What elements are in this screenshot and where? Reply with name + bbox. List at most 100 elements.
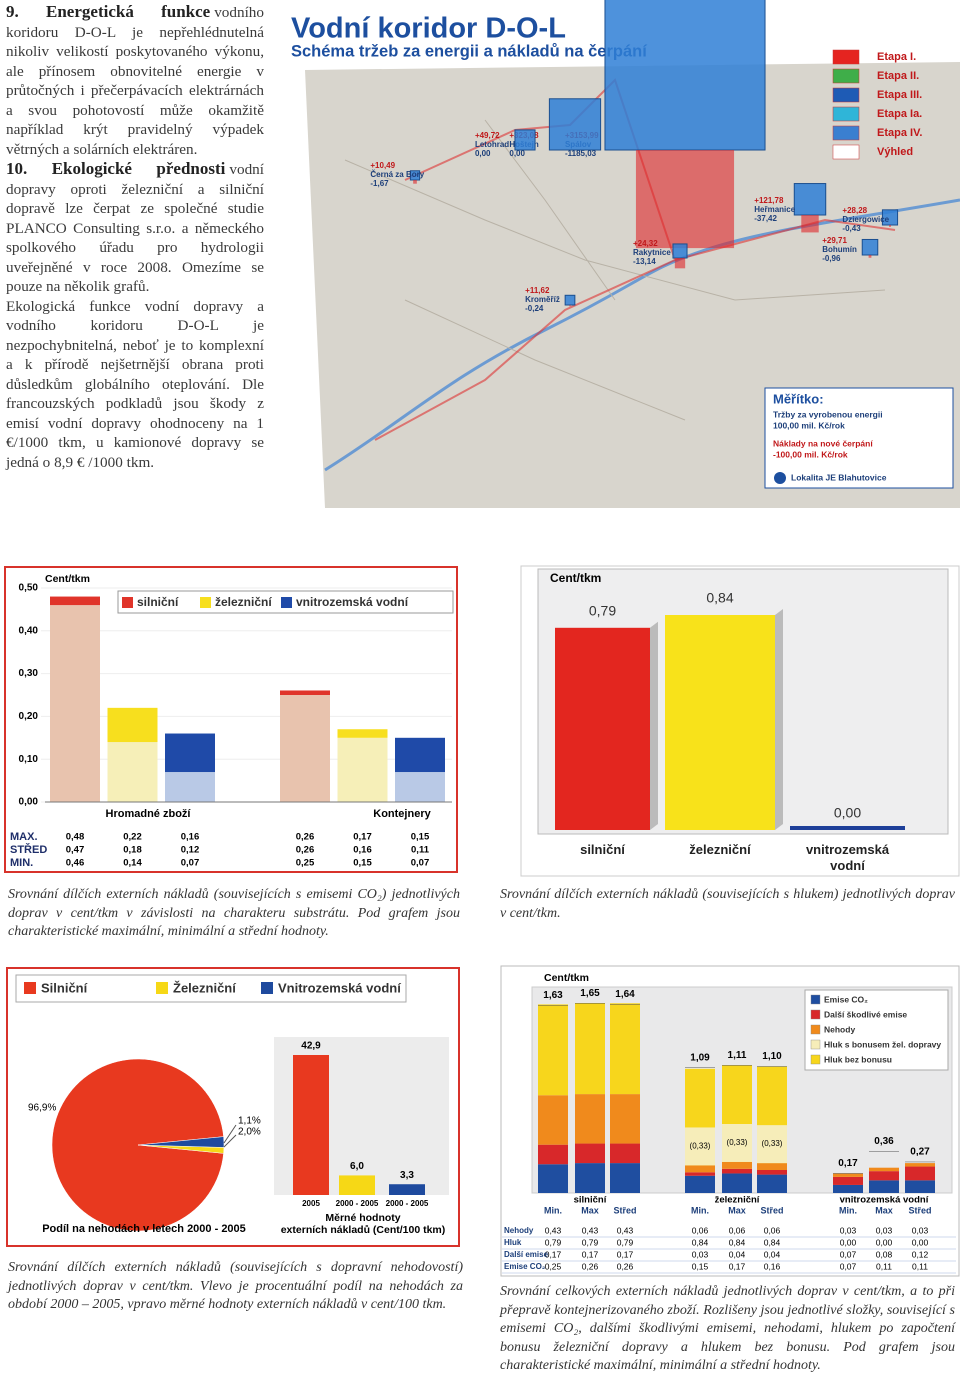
table-value: 0,17: [582, 1249, 599, 1259]
period-label: 2000 - 2005: [386, 1199, 429, 1208]
table-value: 0,79: [545, 1237, 562, 1247]
place-cost: -1,67: [370, 179, 389, 188]
road: [344, 119, 886, 421]
y-tick-label: 0,10: [19, 754, 39, 765]
bar-segment: [610, 1003, 640, 1095]
group-label: vnitrozemská vodní: [840, 1195, 929, 1206]
table-value: 0,46: [66, 858, 85, 869]
place-cost: 0,00: [475, 149, 491, 158]
bar-segment: [685, 1172, 715, 1176]
table-value: 0,16: [353, 845, 372, 856]
bar-segment: [757, 1163, 787, 1170]
column-label: Max: [581, 1205, 599, 1215]
legend-label: Etapa IV.: [877, 127, 922, 139]
table-value: 0,04: [729, 1249, 746, 1259]
base-plate: [790, 826, 905, 830]
table-value: 0,06: [764, 1225, 781, 1235]
total-label: 0,27: [910, 1147, 930, 1158]
table-value: 0,26: [296, 832, 315, 843]
axis-title: Cent/tkm: [544, 972, 589, 984]
column-label: Střed: [908, 1205, 931, 1215]
legend-label: Další škodlivé emise: [824, 1009, 907, 1019]
table-value: 0,17: [545, 1249, 562, 1259]
table-value: 0,00: [912, 1237, 929, 1247]
table-value: 0,00: [840, 1237, 857, 1247]
legend-swatch: [832, 106, 860, 122]
column-label: Min.: [544, 1205, 562, 1215]
legend-label: Etapa III.: [877, 89, 922, 101]
pie-caption: Podíl na nehodách v letech 2000 - 2005: [42, 1223, 246, 1235]
body-text: vodní dopravy oproti železniční a silnič…: [6, 161, 264, 295]
bar-segment: [685, 1175, 715, 1193]
table-value: 0,16: [181, 832, 200, 843]
table-value: 0,17: [729, 1261, 746, 1271]
scale-text: Náklady na nové čerpání: [773, 438, 873, 448]
value-label: 6,0: [350, 1161, 364, 1172]
cost-cube: [801, 215, 819, 233]
table-value: 0,43: [582, 1225, 599, 1235]
bar-segment: [905, 1163, 935, 1167]
legend-label: Hluk s bonusem žel. dopravy: [824, 1039, 941, 1049]
body-text: Ekologická funkce vodní dopravy a vodníh…: [6, 297, 264, 471]
table-value: 0,26: [296, 845, 315, 856]
table-value: 0,04: [764, 1249, 781, 1259]
place-name: Letohrad: [475, 140, 509, 149]
table-value: 0,11: [912, 1261, 928, 1271]
table-value: 0,07: [840, 1261, 857, 1271]
legend-label: železniční: [215, 595, 272, 609]
caption: Srovnání dílčích externích nákladů (souv…: [500, 887, 955, 921]
y-tick-label: 0,00: [19, 797, 39, 808]
revenue-cube: [604, 0, 766, 151]
bar-base: [395, 772, 445, 802]
value-label: 3,3: [400, 1170, 414, 1181]
period-label: 2000 - 2005: [336, 1199, 379, 1208]
table-value: 0,22: [123, 832, 142, 843]
legend-swatch: [810, 1024, 821, 1035]
scale-heading: Měřítko:: [773, 391, 824, 406]
legend-swatch: [832, 49, 860, 65]
table-value: 0,14: [123, 858, 142, 869]
table-value: 0,07: [840, 1249, 857, 1259]
table-value: 0,79: [582, 1237, 599, 1247]
place-revenue: +49,72: [475, 131, 500, 140]
legend-swatch: [810, 994, 821, 1005]
column-label: Střed: [613, 1205, 636, 1215]
x-tick-label: silniční: [580, 842, 625, 857]
bonus-label: (0,33): [727, 1138, 748, 1147]
x-tick-label: železniční: [689, 842, 751, 857]
legend-label: vnitrozemská vodní: [296, 595, 409, 609]
bar-segment: [538, 1095, 568, 1145]
bar-range: [165, 733, 215, 773]
scale-text: Tržby za vyrobenou energii: [773, 409, 883, 419]
column-label: Max: [875, 1205, 893, 1215]
bar-segment: [905, 1180, 935, 1193]
column-label: Min.: [839, 1205, 857, 1215]
bar-base: [165, 772, 215, 802]
total-label: 0,17: [838, 1158, 858, 1169]
bar-segment: [722, 1168, 752, 1174]
bar: [555, 627, 650, 830]
total-label: 1,10: [762, 1051, 782, 1062]
bonus-label: (0,33): [762, 1139, 783, 1148]
value-label: 0,00: [834, 805, 861, 821]
caption: Srovnání dílčích externích nákladů (souv…: [8, 887, 460, 940]
table-value: 0,03: [692, 1249, 709, 1259]
table-value: 0,84: [729, 1237, 746, 1247]
table-value: 0,17: [617, 1249, 634, 1259]
value-label: 0,79: [589, 603, 616, 619]
x-tick-label: vnitrozemská vodní: [805, 842, 890, 873]
bar-caption: Měrné hodnoty: [325, 1212, 400, 1224]
table-value: 0,07: [181, 858, 200, 869]
table-value: 0,11: [876, 1261, 892, 1271]
row-label: MIN.: [10, 857, 33, 869]
legend-label: Železniční: [173, 980, 236, 995]
revenue-cube: [793, 183, 827, 216]
bar-segment: [757, 1170, 787, 1175]
chart-1: Cent/tkm 0,00 0,10 0,20 0,30 0,40 0,50 0,48 0,47…: [0, 565, 460, 875]
scale-box: [764, 387, 954, 489]
total-label: 0,36: [874, 1136, 894, 1147]
legend-box: [15, 974, 407, 1003]
value-label: 0,84: [706, 590, 733, 606]
row-label: Emise CO₂: [504, 1262, 546, 1271]
place-cost: -37,42: [754, 214, 777, 223]
